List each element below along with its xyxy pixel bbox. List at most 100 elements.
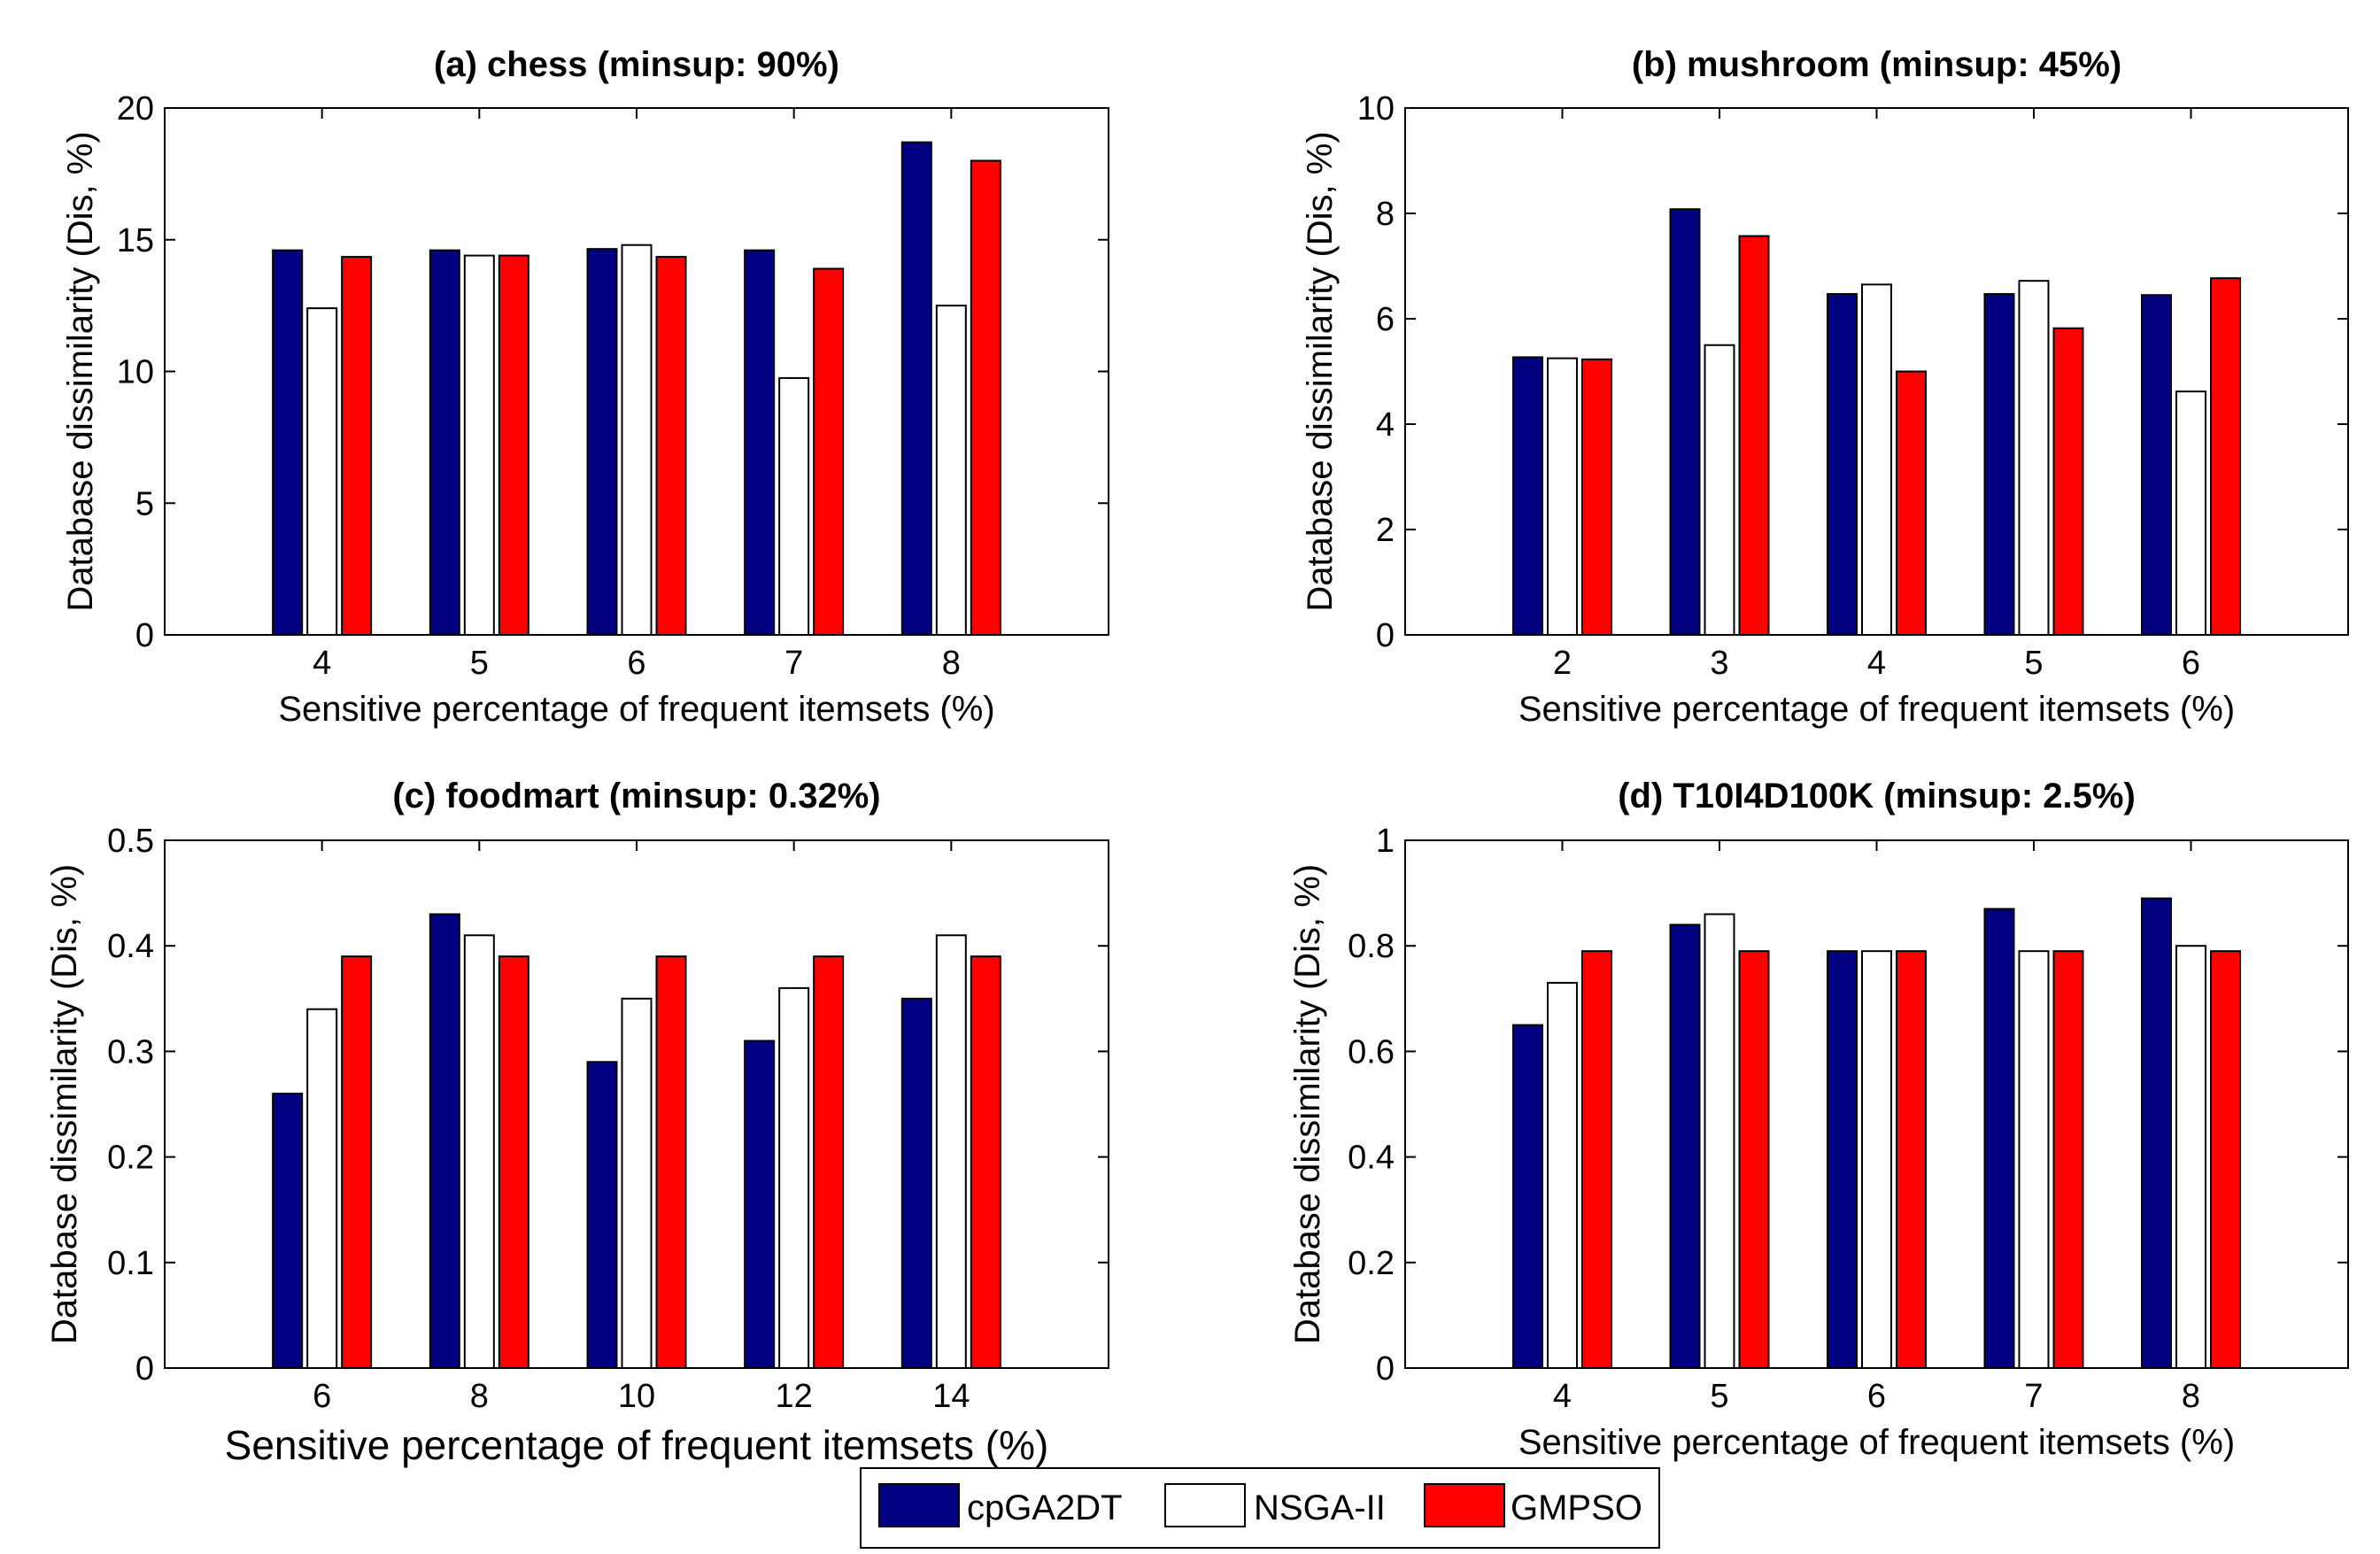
y-tick-label: 0 bbox=[1376, 1350, 1395, 1388]
bar-cpga2dt bbox=[744, 1040, 776, 1369]
bar-gmpso bbox=[1896, 950, 1927, 1370]
x-tick-label: 8 bbox=[942, 645, 961, 682]
chart-title: (a) chess (minsup: 90%) bbox=[434, 45, 839, 84]
chart-title: (c) foodmart (minsup: 0.32%) bbox=[392, 777, 880, 816]
legend-label-nsga-ii: NSGA-II bbox=[1254, 1488, 1386, 1527]
y-tick-label: 0 bbox=[135, 1350, 154, 1388]
y-axis-label: Database dissimilarity (Dis, %) bbox=[61, 131, 100, 611]
bar-cpga2dt bbox=[744, 249, 776, 636]
bar-gmpso bbox=[1738, 235, 1770, 636]
bar-gmpso bbox=[2052, 327, 2084, 636]
y-tick-label: 10 bbox=[1357, 90, 1395, 128]
chart-panel-3: 0 0.1 0.2 0.3 0.4 0.5 6 8 10 12 14 (c) foodmart (mi… bbox=[45, 777, 1109, 1468]
x-tick-label: 7 bbox=[2024, 1378, 2043, 1415]
x-tick-label: 6 bbox=[313, 1378, 331, 1415]
x-tick-label: 4 bbox=[1867, 645, 1886, 682]
legend: cpGA2DT NSGA-II GMPSO bbox=[860, 1467, 1660, 1549]
y-tick-label: 1 bbox=[1376, 823, 1395, 860]
bar-nsga-ii bbox=[463, 934, 495, 1370]
bar-gmpso bbox=[1581, 358, 1612, 636]
bar-nsga-ii bbox=[1861, 950, 1892, 1370]
bar-nsga-ii bbox=[306, 307, 338, 636]
y-tick-label: 0.4 bbox=[1348, 1140, 1395, 1177]
y-tick-label: 0.6 bbox=[1348, 1033, 1395, 1071]
y-tick-label: 0.8 bbox=[1348, 928, 1395, 965]
legend-label-cpga2dt: cpGA2DT bbox=[967, 1488, 1123, 1527]
chart-panel-1: 0 5 10 15 20 4 5 6 7 8 (a) chess (minsup: 90%) Sens… bbox=[61, 45, 1109, 729]
bar-nsga-ii bbox=[621, 244, 653, 636]
y-tick-label: 6 bbox=[1376, 301, 1395, 338]
bar-nsga-ii bbox=[2018, 280, 2050, 636]
bar-nsga-ii bbox=[621, 997, 653, 1370]
y-tick-label: 0.4 bbox=[107, 928, 154, 965]
bar-nsga-ii bbox=[1547, 357, 1578, 636]
bar-cpga2dt bbox=[1983, 908, 2015, 1369]
bar-nsga-ii bbox=[1861, 283, 1892, 636]
x-tick-label: 5 bbox=[2024, 645, 2043, 682]
y-tick-label: 2 bbox=[1376, 512, 1395, 549]
bar-nsga-ii bbox=[2175, 945, 2206, 1369]
bar-cpga2dt bbox=[429, 913, 460, 1369]
bar-gmpso bbox=[1581, 950, 1612, 1370]
x-tick-label: 3 bbox=[1710, 645, 1728, 682]
chart-title: (b) mushroom (minsup: 45%) bbox=[1632, 45, 2121, 84]
bar-nsga-ii bbox=[935, 305, 967, 636]
x-axis-label: Sensitive percentage of frequent itemset… bbox=[225, 1422, 1049, 1468]
x-tick-label: 8 bbox=[470, 1378, 489, 1415]
chart-title: (d) T10I4D100K (minsup: 2.5%) bbox=[1618, 777, 2136, 816]
bar-cpga2dt bbox=[272, 1093, 304, 1369]
x-tick-label: 5 bbox=[470, 645, 489, 682]
bar-cpga2dt bbox=[1669, 924, 1701, 1369]
legend-box bbox=[860, 1467, 1660, 1549]
y-tick-label: 0.3 bbox=[107, 1033, 154, 1071]
bar-cpga2dt bbox=[900, 141, 932, 637]
bar-cpga2dt bbox=[1827, 293, 1858, 636]
x-axis-label: Sensitive percentage of frequent itemset… bbox=[1518, 1423, 2235, 1462]
bar-cpga2dt bbox=[1983, 293, 2015, 636]
x-tick-label: 2 bbox=[1553, 645, 1572, 682]
bar-gmpso bbox=[813, 267, 845, 636]
bar-gmpso bbox=[1738, 950, 1770, 1370]
y-tick-label: 0 bbox=[1376, 617, 1395, 654]
y-tick-label: 20 bbox=[117, 90, 154, 128]
bar-cpga2dt bbox=[2141, 897, 2172, 1369]
bar-nsga-ii bbox=[1704, 913, 1735, 1369]
bar-gmpso bbox=[655, 955, 687, 1369]
bar-nsga-ii bbox=[778, 986, 810, 1369]
x-tick-label: 4 bbox=[1553, 1378, 1572, 1415]
bar-gmpso bbox=[341, 955, 373, 1369]
bar-gmpso bbox=[2210, 950, 2241, 1370]
x-axis-label: Sensitive percentage of frequent itemset… bbox=[278, 690, 994, 729]
y-axis-label: Database dissimilarity (Dis, %) bbox=[1301, 131, 1340, 611]
bar-cpga2dt bbox=[586, 248, 618, 636]
y-tick-label: 10 bbox=[117, 354, 154, 391]
legend-swatch-gmpso bbox=[1424, 1483, 1505, 1527]
x-tick-label: 6 bbox=[627, 645, 645, 682]
x-tick-label: 5 bbox=[1710, 1378, 1728, 1415]
bar-cpga2dt bbox=[1827, 950, 1858, 1370]
bar-cpga2dt bbox=[900, 997, 932, 1370]
bar-cpga2dt bbox=[1512, 356, 1543, 636]
bar-gmpso bbox=[498, 955, 529, 1369]
bar-cpga2dt bbox=[272, 249, 304, 636]
x-tick-label: 10 bbox=[618, 1378, 655, 1415]
bar-cpga2dt bbox=[2141, 294, 2172, 636]
bar-gmpso bbox=[498, 254, 529, 636]
bar-gmpso bbox=[341, 256, 373, 636]
y-tick-label: 4 bbox=[1376, 406, 1395, 444]
y-tick-label: 0.1 bbox=[107, 1245, 154, 1282]
bar-gmpso bbox=[1896, 370, 1927, 636]
bar-nsga-ii bbox=[1547, 981, 1578, 1370]
x-tick-label: 4 bbox=[313, 645, 331, 682]
y-tick-label: 0.2 bbox=[1348, 1245, 1395, 1282]
bar-nsga-ii bbox=[463, 254, 495, 636]
x-tick-label: 8 bbox=[2182, 1378, 2200, 1415]
bar-gmpso bbox=[2210, 277, 2241, 636]
bar-cpga2dt bbox=[429, 249, 460, 636]
y-tick-label: 0.2 bbox=[107, 1140, 154, 1177]
chart-panel-2: 0 2 4 6 8 10 2 3 4 5 6 (b) mushroom (minsup: 45%) Se… bbox=[1301, 45, 2349, 729]
bar-nsga-ii bbox=[1704, 344, 1735, 636]
x-tick-label: 6 bbox=[1867, 1378, 1886, 1415]
x-tick-label: 7 bbox=[784, 645, 803, 682]
chart-panel-4: 0 0.2 0.4 0.6 0.8 1 4 5 6 7 8 (d) T10I4D100K (minsu… bbox=[1288, 777, 2349, 1462]
